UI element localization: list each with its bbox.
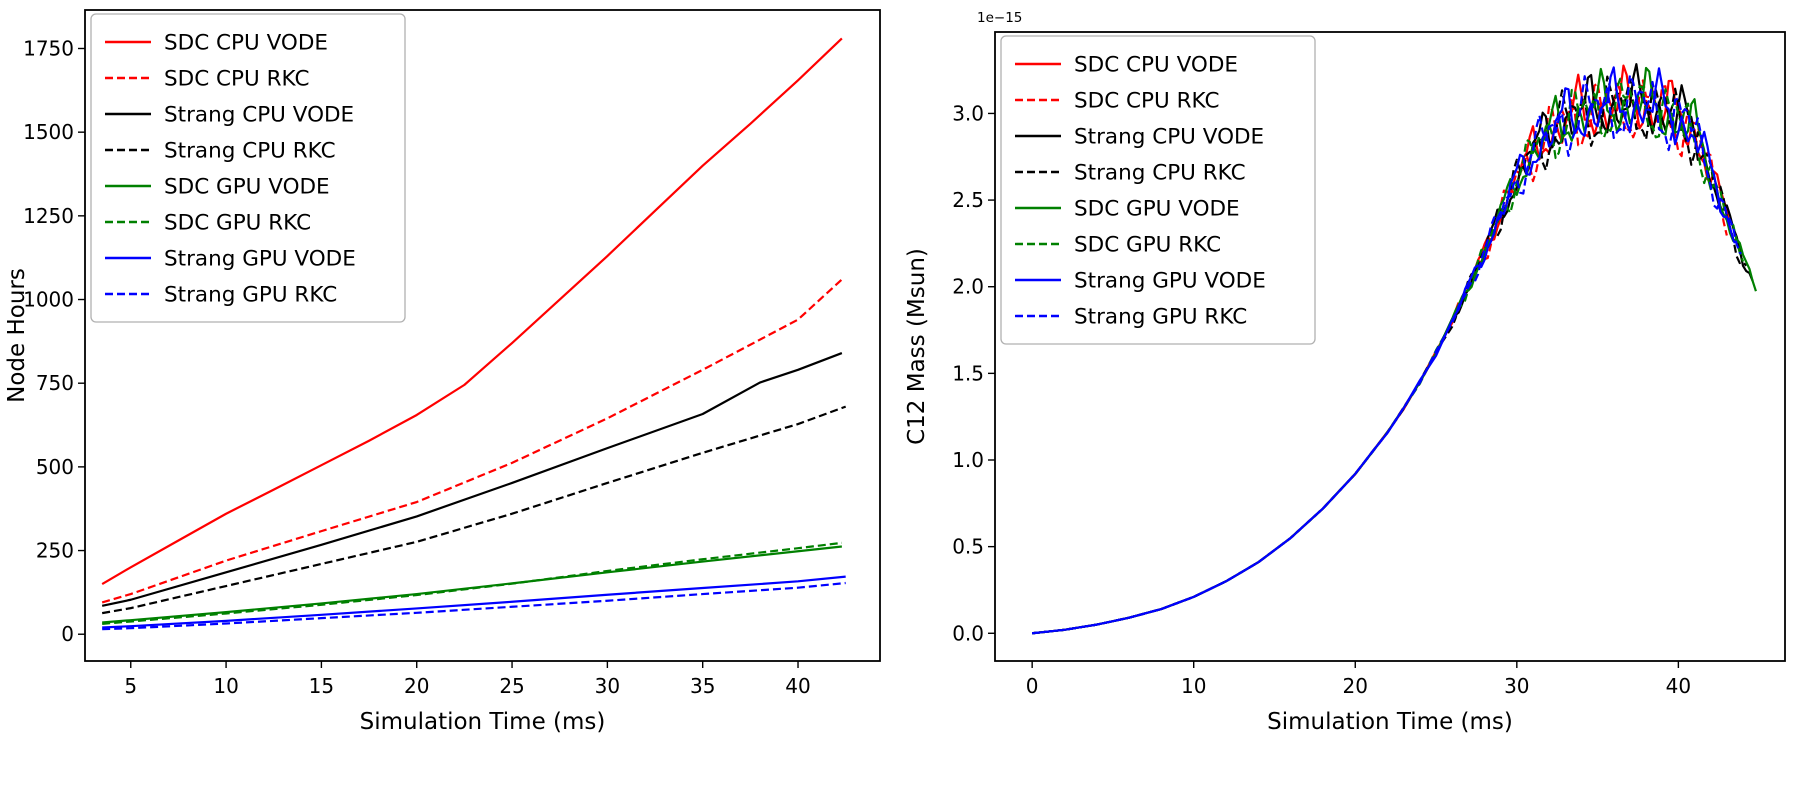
right-chart-panel: 0 10 20 30 40 0.0 0.5 1.0 1.5 2.0 2.5 3.0 Simulation… xyxy=(900,0,1800,811)
x-tick-label: 0 xyxy=(1026,674,1039,698)
series-line-strang-gpu-rkc xyxy=(102,581,846,631)
legend-label-strang-cpu-rkc: Strang CPU RKC xyxy=(1074,161,1246,186)
series-line-strang-cpu-rkc xyxy=(101,405,847,615)
series-line-sdc-cpu-rkc xyxy=(101,278,843,604)
series-line-strang-gpu-vode xyxy=(102,575,846,629)
x-axis-label: Simulation Time (ms) xyxy=(360,709,606,735)
x-tick-label: 35 xyxy=(690,674,715,698)
legend-label-sdc-gpu-vode: SDC GPU VODE xyxy=(164,175,330,200)
c12-mass-chart: 0 10 20 30 40 0.0 0.5 1.0 1.5 2.0 2.5 3.0 Simulation… xyxy=(900,0,1800,811)
series-line-sdc-cpu-vode xyxy=(101,37,843,585)
legend-label-strang-cpu-vode: Strang CPU VODE xyxy=(1074,125,1264,150)
legend: SDC CPU VODE SDC CPU RKC Strang CPU VODE St… xyxy=(1000,35,1316,345)
legend-label-sdc-gpu-rkc: SDC GPU RKC xyxy=(164,211,311,236)
series-line-sdc-cpu-rkc xyxy=(1032,79,1728,635)
left-chart-panel: 5 10 15 20 25 30 35 40 0 250 500 750 1000 1250 1500 175… xyxy=(4,9,881,735)
y-tick-label: 0 xyxy=(61,622,74,646)
x-tick-label: 40 xyxy=(1666,674,1691,698)
x-tick-label: 15 xyxy=(309,674,334,698)
x-tick-label: 20 xyxy=(1343,674,1368,698)
legend-label-sdc-gpu-vode: SDC GPU VODE xyxy=(1074,197,1240,222)
y-tick-label: 1750 xyxy=(23,36,74,60)
series-line-strang-cpu-vode xyxy=(101,352,843,607)
series-line-strang-gpu-vode xyxy=(1032,66,1736,635)
series-line-strang-gpu-rkc xyxy=(1032,74,1742,635)
y-tick-label: 250 xyxy=(36,539,74,563)
y-tick-label: 1000 xyxy=(23,288,74,312)
offset-text: 1e−15 xyxy=(977,10,1022,26)
y-tick-label: 0.5 xyxy=(952,535,984,559)
x-tick-label: 20 xyxy=(404,674,429,698)
y-tick-label: 1.0 xyxy=(952,448,984,472)
y-tick-label: 500 xyxy=(36,455,74,479)
series-line-sdc-gpu-rkc xyxy=(102,541,843,625)
legend-label-strang-gpu-vode: Strang GPU VODE xyxy=(164,247,356,272)
legend-label-sdc-cpu-rkc: SDC CPU RKC xyxy=(164,67,309,92)
x-tick-label: 40 xyxy=(785,674,810,698)
legend-label-sdc-gpu-rkc: SDC GPU RKC xyxy=(1074,233,1221,258)
y-tick-label: 1500 xyxy=(23,120,74,144)
y-tick-label: 1.5 xyxy=(952,361,984,385)
legend-frame xyxy=(90,13,406,323)
y-tick-label: 2.0 xyxy=(952,275,984,299)
y-tick-label: 3.0 xyxy=(952,101,984,125)
y-tick-label: 2.5 xyxy=(952,188,984,212)
legend-label-strang-cpu-vode: Strang CPU VODE xyxy=(164,103,354,128)
legend-label-sdc-cpu-vode: SDC CPU VODE xyxy=(1074,53,1238,78)
legend-label-strang-cpu-rkc: Strang CPU RKC xyxy=(164,139,336,164)
x-tick-label: 30 xyxy=(595,674,620,698)
axes-frame xyxy=(994,31,1786,662)
axes-frame xyxy=(84,9,881,662)
node-hours-chart: 5 10 15 20 25 30 35 40 0 250 500 750 1000 1250 1500 175… xyxy=(4,9,881,735)
x-tick-label: 10 xyxy=(1181,674,1206,698)
x-tick-label: 10 xyxy=(213,674,238,698)
x-tick-label: 5 xyxy=(124,674,137,698)
legend-label-sdc-cpu-vode: SDC CPU VODE xyxy=(164,31,328,56)
legend-label-strang-gpu-vode: Strang GPU VODE xyxy=(1074,269,1266,294)
x-axis-label: Simulation Time (ms) xyxy=(1267,709,1513,735)
y-axis-label: Node Hours xyxy=(4,268,30,403)
x-tick-label: 25 xyxy=(499,674,524,698)
legend-label-strang-gpu-rkc: Strang GPU RKC xyxy=(1074,305,1247,330)
y-tick-label: 750 xyxy=(36,371,74,395)
legend-label-strang-gpu-rkc: Strang GPU RKC xyxy=(164,283,337,308)
y-axis-label: C12 Mass (Msun) xyxy=(904,248,930,445)
legend-label-sdc-cpu-rkc: SDC CPU RKC xyxy=(1074,89,1219,114)
y-tick-label: 0.0 xyxy=(952,621,984,645)
legend-frame xyxy=(1000,35,1316,345)
y-tick-label: 1250 xyxy=(23,204,74,228)
legend: SDC CPU VODE SDC CPU RKC Strang CPU VODE St… xyxy=(90,13,406,323)
x-tick-label: 30 xyxy=(1504,674,1529,698)
